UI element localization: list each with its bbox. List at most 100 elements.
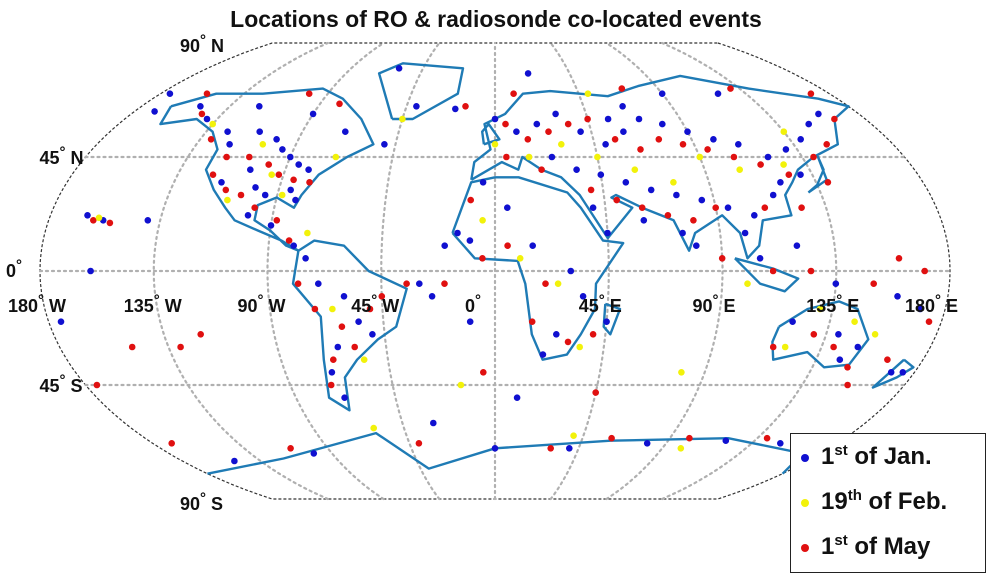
data-point xyxy=(539,351,547,358)
data-point xyxy=(198,110,206,118)
data-point xyxy=(603,318,610,326)
label-number: 135 xyxy=(123,296,154,316)
data-point xyxy=(815,110,822,118)
data-point xyxy=(504,204,511,211)
data-point xyxy=(744,280,751,288)
data-point xyxy=(441,242,449,249)
data-point xyxy=(871,331,879,338)
data-point xyxy=(602,141,609,148)
data-point xyxy=(294,280,302,288)
data-point xyxy=(724,204,732,211)
label-number: 0 xyxy=(465,296,476,316)
data-point xyxy=(222,186,230,194)
data-point xyxy=(428,293,436,300)
data-point xyxy=(844,364,851,371)
degree-symbol: ° xyxy=(153,292,160,309)
lat-label: 45° N xyxy=(40,144,84,169)
label-hemisphere: W xyxy=(263,296,286,316)
data-point xyxy=(545,128,552,135)
data-point xyxy=(679,229,686,237)
data-point xyxy=(730,153,738,161)
data-point xyxy=(516,254,524,262)
label-number: 180 xyxy=(8,296,39,316)
data-point xyxy=(611,136,619,143)
data-point xyxy=(309,110,317,118)
data-point xyxy=(613,196,620,204)
data-point xyxy=(256,128,264,135)
data-point xyxy=(452,105,459,113)
data-point xyxy=(416,280,423,288)
degree-symbol: ° xyxy=(712,292,719,309)
data-point xyxy=(223,153,230,161)
data-point xyxy=(491,445,499,452)
data-point xyxy=(285,237,293,244)
data-point xyxy=(480,369,487,376)
coastline xyxy=(470,74,850,260)
data-point xyxy=(209,120,216,128)
lat-label: 90° S xyxy=(180,490,223,515)
legend-entry: 1st of Jan. xyxy=(801,442,932,471)
data-point xyxy=(608,434,615,442)
data-point xyxy=(647,186,655,194)
data-point xyxy=(573,166,580,173)
data-point xyxy=(479,254,486,262)
data-point xyxy=(824,179,832,186)
data-point xyxy=(579,293,587,300)
data-point xyxy=(528,318,536,326)
data-point xyxy=(710,136,717,143)
data-point xyxy=(510,90,517,97)
data-point xyxy=(553,331,560,338)
legend-ordinal: th xyxy=(847,487,862,504)
label-hemisphere: W xyxy=(44,296,67,316)
data-point xyxy=(637,146,644,153)
data-point xyxy=(525,153,533,161)
data-point xyxy=(684,128,691,135)
data-point xyxy=(538,166,545,173)
data-point xyxy=(780,161,787,168)
data-point xyxy=(529,242,536,249)
data-point xyxy=(128,343,136,351)
data-point xyxy=(777,179,784,186)
data-point xyxy=(244,212,252,219)
data-point xyxy=(727,85,734,92)
data-point xyxy=(360,356,368,364)
label-hemisphere: W xyxy=(377,296,400,316)
data-point xyxy=(231,457,238,465)
data-point xyxy=(533,120,541,128)
data-point xyxy=(631,166,639,173)
data-point xyxy=(381,141,388,148)
data-point xyxy=(251,204,258,211)
data-point xyxy=(693,242,700,249)
data-point xyxy=(430,419,437,427)
data-point xyxy=(714,90,722,97)
data-point xyxy=(570,432,577,440)
lon-label: 45° E xyxy=(579,292,622,317)
data-point xyxy=(203,115,211,123)
data-point xyxy=(643,440,651,447)
data-point xyxy=(207,136,215,143)
data-point xyxy=(577,128,584,135)
data-point xyxy=(712,204,719,211)
degree-symbol: ° xyxy=(200,490,207,507)
degree-symbol: ° xyxy=(371,292,378,309)
data-point xyxy=(921,267,928,275)
data-point xyxy=(218,179,225,186)
meridian-line xyxy=(605,41,724,501)
data-point xyxy=(513,128,520,135)
coastline xyxy=(377,62,465,121)
legend-marker xyxy=(801,543,809,552)
data-point xyxy=(168,440,175,447)
data-point xyxy=(479,217,486,224)
data-point xyxy=(332,153,340,161)
data-point xyxy=(341,394,348,402)
label-hemisphere: S xyxy=(206,494,224,514)
data-point xyxy=(659,120,666,128)
data-point xyxy=(735,141,742,148)
data-point xyxy=(780,128,788,135)
data-point xyxy=(664,212,672,219)
lon-label: 135° W xyxy=(124,292,182,317)
data-point xyxy=(340,293,348,300)
chart-title: Locations of RO & radiosonde co-located … xyxy=(230,6,762,32)
data-point xyxy=(334,343,342,351)
